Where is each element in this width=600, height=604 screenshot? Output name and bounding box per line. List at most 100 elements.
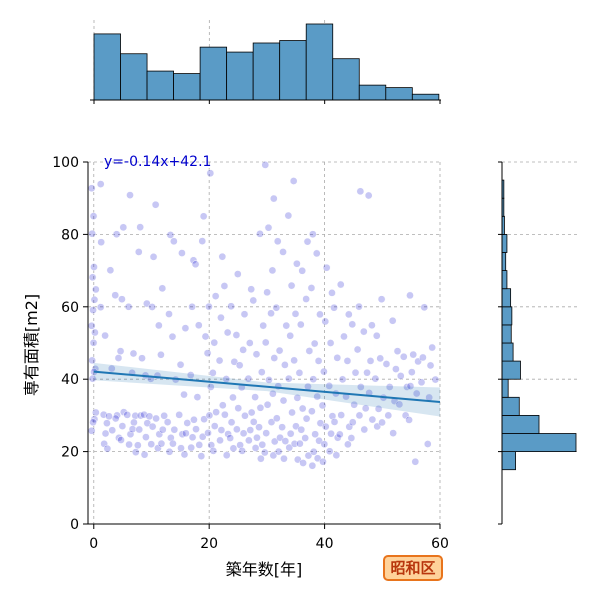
data-point: [89, 306, 97, 314]
data-point: [206, 169, 215, 178]
data-point: [356, 383, 365, 391]
data-point: [269, 451, 278, 460]
data-point: [417, 378, 426, 387]
data-point: [295, 369, 304, 377]
data-point: [302, 414, 311, 423]
data-point: [270, 437, 279, 446]
top-hist-bar: [226, 51, 254, 101]
data-point: [183, 419, 192, 427]
right-hist-bar: [501, 342, 514, 362]
data-point: [131, 411, 140, 420]
data-point: [182, 429, 190, 438]
data-point: [350, 400, 358, 409]
data-point: [368, 415, 377, 424]
data-point: [151, 200, 160, 209]
top-hist-bar: [332, 58, 360, 101]
data-point: [205, 411, 214, 420]
data-point: [314, 357, 323, 365]
data-point: [91, 285, 100, 294]
data-point: [134, 441, 142, 450]
data-point: [378, 418, 386, 427]
data-point: [426, 361, 435, 370]
data-point: [257, 454, 265, 463]
data-point: [157, 350, 165, 359]
regression-line: [93, 370, 441, 404]
data-point: [157, 439, 166, 448]
data-point: [130, 418, 138, 427]
data-point: [160, 411, 169, 420]
data-point: [148, 422, 157, 431]
data-point: [261, 338, 270, 347]
scatter-plot: 0 20 40 60 0 20 40 60 80 100 y=-0.14x+42.1 築年数[年]…: [22, 154, 449, 579]
data-point: [366, 357, 375, 365]
data-point: [224, 430, 232, 438]
district-badge: 昭和区: [383, 555, 443, 581]
data-point: [96, 180, 105, 188]
data-point: [192, 425, 200, 434]
data-point: [129, 349, 138, 358]
data-point: [326, 339, 335, 347]
data-point: [117, 436, 125, 444]
data-point: [255, 423, 263, 432]
data-point: [165, 447, 174, 456]
data-point: [201, 332, 210, 341]
data-point: [303, 237, 312, 246]
data-point: [307, 284, 316, 292]
data-point: [210, 338, 219, 347]
data-point: [103, 419, 111, 428]
data-point: [175, 411, 184, 419]
data-point: [384, 411, 393, 420]
data-point: [296, 320, 305, 329]
data-point: [124, 302, 133, 311]
data-point: [246, 426, 255, 434]
data-point: [302, 295, 310, 303]
data-point: [297, 425, 306, 434]
data-point: [170, 237, 178, 246]
data-point: [209, 369, 217, 377]
data-point: [234, 404, 243, 413]
data-point: [116, 347, 125, 355]
data-point: [138, 354, 146, 363]
top-hist-bar: [411, 93, 440, 101]
data-point: [97, 238, 106, 247]
data-point: [392, 365, 400, 373]
data-point: [409, 350, 418, 359]
data-point: [268, 266, 277, 275]
data-point: [253, 433, 261, 442]
top-hist-bar: [199, 46, 228, 101]
data-point: [199, 212, 208, 221]
data-point: [290, 356, 298, 365]
data-point: [108, 426, 117, 435]
data-point: [301, 434, 310, 442]
data-point: [227, 418, 236, 427]
data-point: [406, 382, 415, 390]
data-point: [91, 328, 99, 337]
data-point: [203, 349, 212, 357]
y-tick-label: 100: [52, 155, 79, 171]
data-point: [284, 374, 293, 383]
data-point: [274, 447, 283, 456]
data-point: [90, 295, 99, 304]
data-point: [145, 412, 154, 421]
data-point: [155, 321, 163, 330]
data-point: [195, 441, 204, 449]
data-point: [163, 418, 172, 426]
data-point: [328, 412, 337, 420]
data-point: [87, 184, 96, 193]
data-point: [103, 444, 112, 453]
data-point: [135, 425, 144, 434]
data-point: [89, 338, 98, 347]
y-tick-label: 80: [61, 227, 79, 243]
data-point: [223, 328, 232, 337]
data-point: [261, 161, 270, 169]
data-point: [233, 425, 241, 434]
data-point: [313, 392, 322, 401]
data-point: [256, 230, 264, 238]
data-point: [180, 450, 189, 459]
data-point: [361, 404, 370, 413]
data-point: [88, 374, 97, 383]
data-point: [264, 223, 273, 232]
data-point: [312, 249, 321, 258]
